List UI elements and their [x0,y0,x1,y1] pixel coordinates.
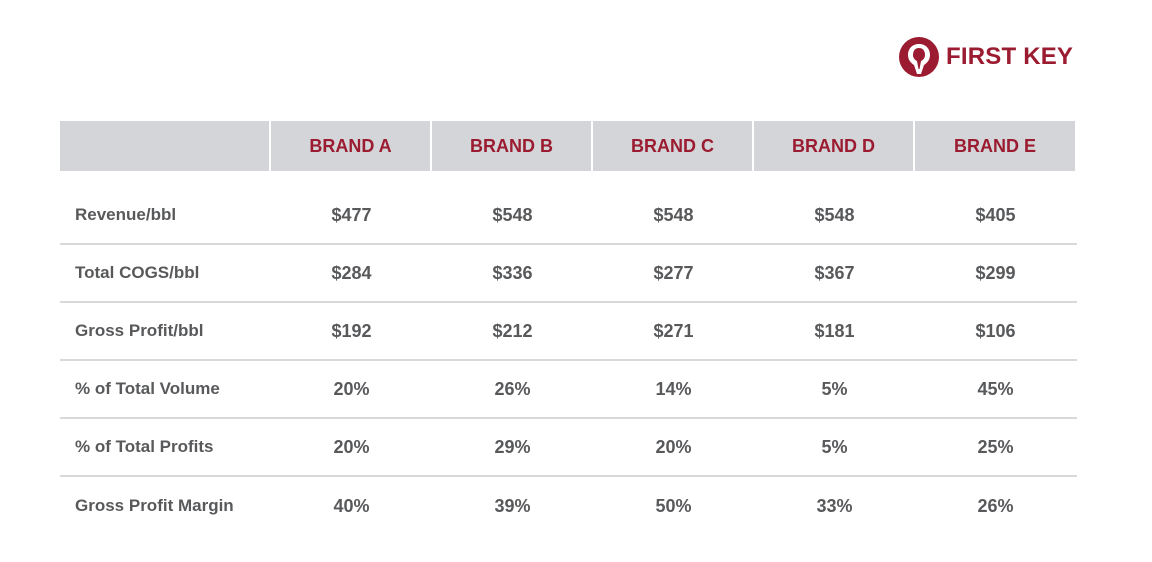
table-cell: 5% [821,436,848,457]
table-cell: $477 [331,204,372,225]
table-cell: 39% [494,495,531,516]
row-label: Gross Profit/bbl [75,321,204,340]
table-cell: 26% [977,495,1014,516]
table-cell: $277 [653,262,694,283]
table-cell: $405 [975,204,1016,225]
table-cell: 29% [494,436,531,457]
key-logo-icon [899,37,939,77]
table-cell: $106 [975,320,1016,341]
table-cell: 50% [655,495,692,516]
brand-comparison-table: BRAND A BRAND B BRAND C BRAND D BRAND E … [60,121,1077,535]
row-label: Total COGS/bbl [75,263,200,282]
table-header-row: BRAND A BRAND B BRAND C BRAND D BRAND E [60,121,1077,171]
logo-text: FIRST KEY [946,43,1074,70]
table-body: Revenue/bbl $477 $548 $548 $548 $405 Tot… [60,187,1077,535]
table-cell: 14% [655,378,692,399]
table-cell: $367 [814,262,855,283]
first-key-logo: FIRST KEY [898,36,1073,78]
header-cell-brand-e: BRAND E [915,121,1075,171]
row-label: Gross Profit Margin [75,496,234,515]
table-cell: 33% [816,495,853,516]
table-cell: $548 [492,204,533,225]
table-cell: 40% [333,495,370,516]
table-cell: 20% [655,436,692,457]
table-row: % of Total Volume 20% 26% 14% 5% 45% [60,361,1077,419]
row-label: % of Total Profits [75,437,214,456]
table-cell: $284 [331,262,372,283]
header-cell-brand-d: BRAND D [754,121,913,171]
table-cell: $548 [814,204,855,225]
table-cell: $299 [975,262,1016,283]
header-cell-empty [60,121,269,171]
table-row: Revenue/bbl $477 $548 $548 $548 $405 [60,187,1077,245]
table-cell: 20% [333,378,370,399]
table-cell: $192 [331,320,372,341]
header-cell-brand-a: BRAND A [271,121,430,171]
table-row: % of Total Profits 20% 29% 20% 5% 25% [60,419,1077,477]
table-cell: 5% [821,378,848,399]
table-cell: $336 [492,262,533,283]
row-label: % of Total Volume [75,379,220,398]
header-cell-brand-b: BRAND B [432,121,591,171]
table-cell: 45% [977,378,1014,399]
table-row: Gross Profit Margin 40% 39% 50% 33% 26% [60,477,1077,535]
table-cell: $271 [653,320,694,341]
table-cell: $212 [492,320,533,341]
table-row: Total COGS/bbl $284 $336 $277 $367 $299 [60,245,1077,303]
header-cell-brand-c: BRAND C [593,121,752,171]
row-label: Revenue/bbl [75,205,177,224]
table-cell: $548 [653,204,694,225]
table-cell: 25% [977,436,1014,457]
table-row: Gross Profit/bbl $192 $212 $271 $181 $10… [60,303,1077,361]
table-cell: 20% [333,436,370,457]
table-cell: $181 [814,320,855,341]
table-cell: 26% [494,378,531,399]
